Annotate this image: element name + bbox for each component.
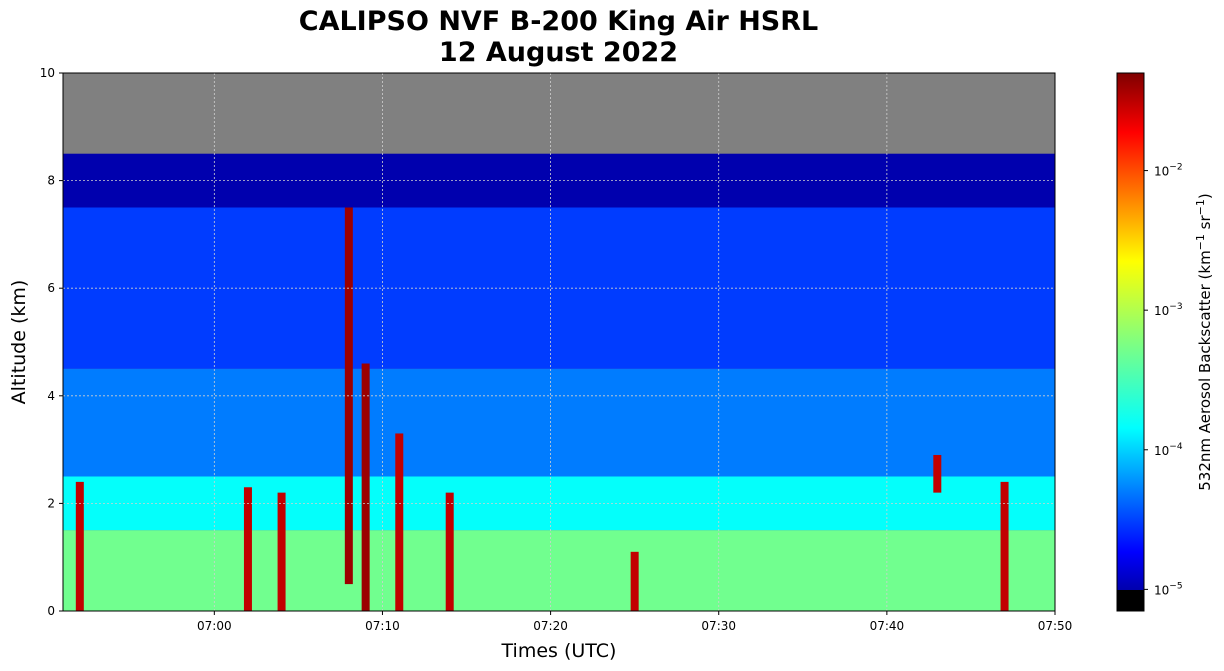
colorbar-tick-label-0: 10−5	[1154, 581, 1183, 597]
y-tick-label-4: 8	[47, 174, 55, 188]
cloud-column-9	[1000, 481, 1009, 611]
x-tick-label-5: 07:50	[1038, 619, 1073, 633]
y-tick-label-1: 2	[47, 496, 55, 510]
plot-frame	[62, 72, 1056, 612]
x-axis-ticks: 07:00 07:10 07:20 07:30 07:40 07:50	[197, 611, 1072, 633]
y-axis-label: Altitude (km)	[8, 280, 30, 405]
cloud-column-7	[630, 551, 639, 611]
plot-area	[63, 73, 1055, 611]
backscatter-layers	[63, 73, 1055, 611]
y-tick-label-5: 10	[40, 66, 55, 80]
colorbar-under-color	[1117, 590, 1144, 611]
colorbar-frame	[1116, 72, 1145, 612]
y-axis-ticks: 0 2 4 6 8 10	[40, 66, 63, 618]
cloud-column-0	[75, 481, 84, 611]
cloud-column-6	[445, 492, 454, 611]
cloud-column-2	[277, 492, 286, 611]
x-axis-label: Times (UTC)	[501, 640, 617, 662]
y-tick-label-0: 0	[47, 604, 55, 618]
colorbar-label-exp2: −1	[1194, 199, 1207, 215]
colorbar-label-suffix: )	[1196, 193, 1214, 199]
colorbar-label: 532nm Aerosol Backscatter (km−1 sr−1)	[1194, 193, 1214, 490]
colorbar-label-prefix: 532nm Aerosol Backscatter (km	[1196, 250, 1214, 490]
cloud-column-4	[361, 363, 370, 611]
colorbar-label-exp1: −1	[1194, 234, 1207, 250]
colorbar-label-mid: sr	[1196, 215, 1214, 235]
colorbar-gradient	[1117, 73, 1144, 611]
x-tick-label-4: 07:40	[870, 619, 905, 633]
chart-title: CALIPSO NVF B-200 King Air HSRL 12 Augus…	[0, 6, 1117, 68]
cloud-column-8	[933, 454, 942, 493]
x-tick-label-2: 07:20	[533, 619, 568, 633]
chart-title-line2: 12 August 2022	[438, 37, 679, 68]
y-tick-label-2: 4	[47, 389, 55, 403]
colorbar: 10−5 10−4 10−3 10−2 532nm Aerosol Backscatt…	[1116, 72, 1214, 612]
y-tick-label-3: 6	[47, 281, 55, 295]
x-tick-label-3: 07:30	[701, 619, 736, 633]
x-tick-label-0: 07:00	[197, 619, 232, 633]
layer-5	[63, 530, 1055, 611]
x-tick-label-1: 07:10	[365, 619, 400, 633]
cloud-column-5	[395, 433, 404, 611]
chart-title-line1: CALIPSO NVF B-200 King Air HSRL	[298, 6, 819, 37]
cloud-column-1	[243, 487, 252, 611]
layer-3	[63, 368, 1055, 477]
colorbar-tick-label-3: 10−2	[1154, 163, 1183, 179]
colorbar-ticks: 10−5 10−4 10−3 10−2	[1144, 163, 1183, 597]
layer-0	[63, 73, 1055, 154]
colorbar-tick-label-1: 10−4	[1154, 442, 1183, 458]
grid-lines	[63, 73, 1055, 611]
colorbar-tick-label-2: 10−3	[1154, 302, 1183, 318]
